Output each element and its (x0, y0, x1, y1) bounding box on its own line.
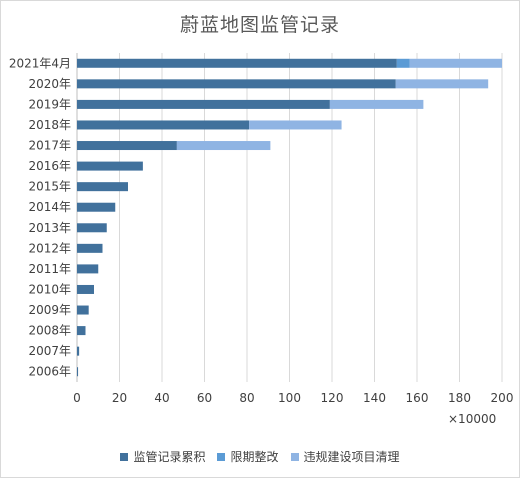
x-tick-label: 200 (491, 391, 514, 405)
x-axis-unit-label: ×10000 (448, 412, 497, 426)
x-tick-label: 180 (448, 391, 471, 405)
bar-segment (77, 161, 143, 171)
bar-segment (77, 264, 99, 274)
y-tick-label: 2009年 (28, 303, 71, 317)
bar-segment (77, 182, 128, 192)
y-tick-label: 2006年 (28, 365, 71, 379)
bar-segment (77, 79, 396, 89)
legend-swatch (120, 452, 129, 461)
x-tick-label: 120 (321, 391, 344, 405)
bar-segment (249, 120, 342, 130)
y-tick-label: 2013年 (28, 221, 71, 235)
bar-segment (395, 79, 489, 89)
y-tick-label: 2007年 (28, 344, 71, 358)
x-tick-label: 160 (406, 391, 429, 405)
chart-title: 蔚蓝地图监管记录 (179, 14, 340, 36)
y-tick-label: 2015年 (28, 180, 71, 194)
bar-segment (77, 243, 103, 253)
x-tick-label: 20 (112, 391, 127, 405)
bar-segment (77, 223, 107, 233)
x-tick-label: 60 (197, 391, 212, 405)
y-tick-label: 2017年 (28, 139, 71, 153)
bar-segment (77, 326, 86, 336)
bar-segment (176, 141, 271, 151)
y-tick-label: 2012年 (28, 241, 71, 255)
bar-segment (396, 58, 410, 68)
legend-item: 限期整改 (217, 448, 279, 465)
bar-segment (329, 99, 424, 109)
bar-segment (77, 346, 80, 356)
bar-segment (77, 202, 116, 212)
legend-label: 违规建设项目清理 (303, 450, 400, 464)
legend-label: 限期整改 (230, 450, 279, 464)
y-tick-label: 2021年4月 (9, 56, 71, 70)
y-tick-label: 2016年 (28, 159, 71, 173)
bar-segment (77, 99, 330, 109)
x-tick-label: 0 (73, 391, 81, 405)
legend-swatch (290, 452, 299, 461)
x-tick-label: 80 (239, 391, 254, 405)
y-tick-label: 2011年 (28, 262, 71, 276)
y-tick-label: 2019年 (28, 97, 71, 111)
y-tick-label: 2018年 (28, 118, 71, 132)
legend-label: 监管记录累积 (133, 450, 206, 464)
bar-segment (77, 305, 89, 315)
y-tick-label: 2010年 (28, 282, 71, 296)
x-tick-label: 100 (278, 391, 301, 405)
bar-segment (77, 58, 397, 68)
y-tick-label: 2020年 (28, 77, 71, 91)
bar-segment (77, 120, 250, 130)
y-tick-label: 2014年 (28, 200, 71, 214)
bar-segment (77, 284, 94, 294)
y-tick-label: 2008年 (28, 324, 71, 338)
bar-segment (77, 367, 79, 377)
legend-item: 监管记录累积 (120, 448, 205, 465)
x-tick-label: 140 (363, 391, 386, 405)
x-tick-label: 40 (154, 391, 169, 405)
bar-segment (409, 58, 502, 68)
legend-swatch (217, 452, 226, 461)
chart-legend: 监管记录累积 限期整改 违规建设项目清理 (0, 448, 520, 465)
legend-item: 违规建设项目清理 (290, 448, 400, 465)
bar-segment (77, 141, 177, 151)
